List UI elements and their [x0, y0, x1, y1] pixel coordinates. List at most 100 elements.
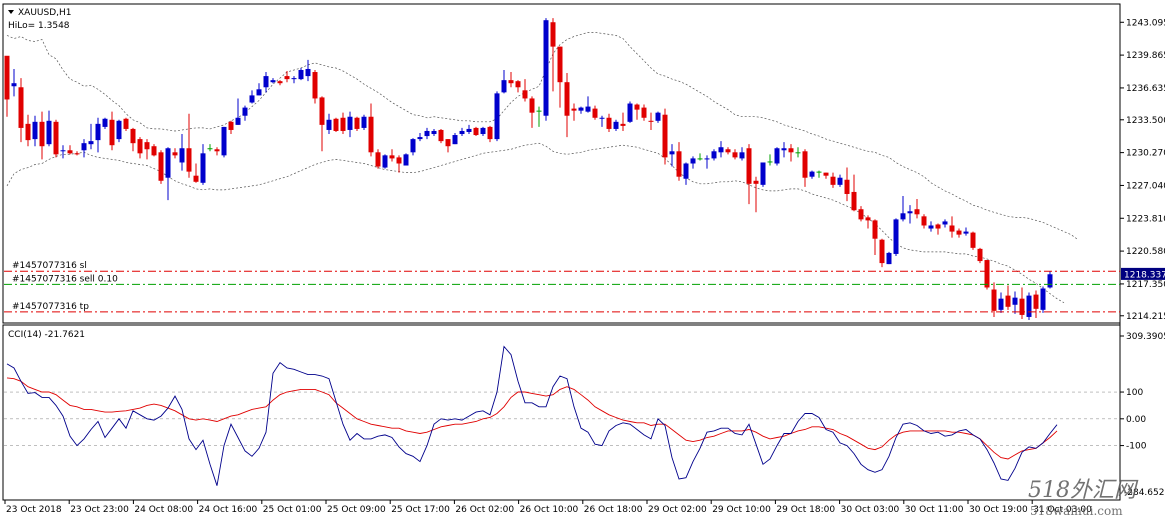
cci-lines [6, 345, 1058, 486]
price-tick-label: 1220.580 [1126, 247, 1165, 257]
candle-body [550, 22, 556, 47]
candle-body [298, 69, 304, 80]
price-tick-label: 1227.040 [1126, 181, 1165, 191]
candle-body [459, 130, 465, 135]
candle-body [179, 148, 185, 163]
time-tick-label: 25 Oct 01:00 [263, 505, 322, 515]
candle-body [11, 83, 17, 87]
candle-body [732, 152, 738, 158]
candle-body [767, 161, 773, 163]
candle-body [473, 127, 479, 136]
time-tick-label: 31 Oct 03:00 [1033, 505, 1092, 515]
candle-body [970, 232, 976, 248]
price-tick-label: 1217.350 [1126, 280, 1165, 290]
price-tick-label: 1243.095 [1126, 18, 1165, 28]
candle-body [704, 158, 710, 160]
candle-body [67, 150, 73, 154]
candle-body [879, 239, 885, 264]
cci-tick-label: 100 [1126, 388, 1143, 398]
indicator-label: HiLo= 1.3548 [8, 21, 70, 31]
time-tick-label: 23 Oct 2018 [6, 505, 62, 515]
candle-body [774, 148, 780, 164]
candle-body [130, 128, 136, 144]
candle-body [361, 116, 367, 128]
candle-body [844, 179, 850, 194]
candle-body [235, 117, 241, 125]
candle-body [410, 139, 416, 153]
candle-body [536, 110, 542, 112]
candle-body [991, 289, 997, 311]
candle-body [956, 230, 962, 235]
candle-body [326, 119, 332, 130]
candle-body [508, 80, 514, 84]
candle-body [39, 121, 45, 147]
candle-body [347, 116, 353, 130]
candle-body [116, 120, 122, 140]
order-lines: #1457077316 sl #1457077316 sell 0.10 #1457… [4, 261, 1120, 313]
candle-body [928, 225, 934, 229]
candle-body [907, 211, 913, 214]
time-tick-label: 24 Oct 08:00 [134, 505, 193, 515]
candle-body [319, 97, 325, 125]
candle-body [711, 151, 717, 159]
candle-body [452, 135, 458, 145]
candle-body [599, 117, 605, 119]
price-tick-label: 1214.215 [1126, 312, 1165, 322]
candle-body [263, 76, 269, 88]
candle-body [368, 116, 374, 153]
cci-signal-line [6, 377, 1058, 460]
candle-body [872, 220, 878, 239]
candle-body [949, 225, 955, 232]
current-price-marker: 1218.337 [1121, 267, 1165, 280]
candle-body [284, 76, 290, 80]
time-tick-label: 23 Oct 23:00 [70, 505, 129, 515]
current-price-box [1121, 267, 1165, 280]
order-line-label: #1457077316 sell 0.10 [12, 274, 118, 284]
candle-body [942, 221, 948, 225]
candle-body [4, 55, 10, 100]
candle-body [823, 172, 829, 176]
candle-body [557, 46, 563, 83]
candle-body [403, 154, 409, 166]
time-tick-label: 29 Oct 18:00 [776, 505, 835, 515]
candle-body [816, 171, 822, 173]
candle-body [151, 146, 157, 156]
candle-body [515, 81, 521, 88]
order-line-label: #1457077316 sl [12, 261, 87, 271]
price-tick-label: 1223.810 [1126, 214, 1165, 224]
candle-body [25, 123, 31, 141]
watermark: 518外汇网 518waihui.com [1028, 478, 1139, 518]
candle-body [893, 219, 899, 254]
candle-body [718, 147, 724, 153]
candle-body [501, 80, 507, 93]
candle-body [1033, 294, 1039, 309]
candle-body [424, 130, 430, 137]
candle-body [228, 121, 234, 130]
triangle-down-icon[interactable] [8, 10, 14, 14]
candle-body [277, 81, 283, 84]
candle-body [466, 128, 472, 132]
candle-body [746, 148, 752, 184]
time-tick-label: 24 Oct 16:00 [199, 505, 258, 515]
candle-body [788, 148, 794, 153]
cci-bottom-label: -284.6521 [1124, 488, 1165, 498]
candle-body [144, 142, 150, 150]
candle-body [1012, 297, 1018, 305]
candle-body [270, 80, 276, 83]
candle-body [256, 89, 262, 96]
symbol-label: XAUUSD,H1 [18, 8, 72, 18]
candle-body [963, 231, 969, 234]
candle-body [571, 108, 577, 111]
candle-body [669, 151, 675, 155]
candle-body [1026, 295, 1032, 317]
candle-body [193, 175, 199, 182]
candles [4, 18, 1053, 320]
candle-body [543, 20, 549, 116]
cci-panel[interactable] [2, 324, 1121, 501]
candle-body [858, 209, 864, 220]
current-price-value: 1218.337 [1124, 270, 1165, 280]
candle-body [165, 148, 171, 178]
candle-body [809, 171, 815, 177]
candle-body [1019, 298, 1025, 315]
